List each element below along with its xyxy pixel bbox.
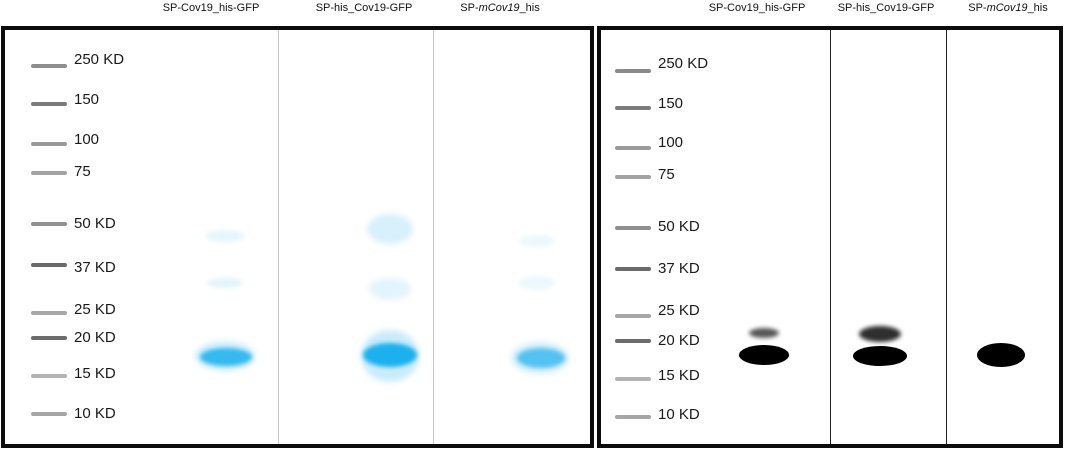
ladder-band: [31, 263, 67, 267]
protein-band: [977, 343, 1025, 367]
marker-label-250kd: 250 KD: [658, 55, 709, 72]
ladder-band: [615, 415, 651, 419]
ladder-band: [31, 374, 67, 378]
protein-band: [749, 328, 779, 338]
faint-band: [519, 276, 555, 290]
protein-band: [363, 343, 417, 367]
marker-label-25kd: 25 KD: [658, 302, 700, 319]
ladder-band: [615, 314, 651, 318]
ladder-band: [615, 377, 651, 381]
ladder-band: [31, 102, 67, 106]
ladder-band: [615, 339, 651, 343]
marker-label-10kd: 10 KD: [74, 405, 116, 422]
marker-label-50kd: 50 KD: [74, 215, 116, 232]
protein-band: [517, 348, 565, 368]
marker-label-25kd: 25 KD: [74, 301, 116, 318]
ladder-band: [31, 142, 67, 146]
marker-label-100: 100: [74, 131, 100, 148]
lane-divider: [946, 30, 947, 444]
protein-band: [859, 326, 901, 342]
ladder-band: [31, 336, 67, 340]
faint-band: [205, 230, 245, 242]
lane-divider: [278, 30, 279, 444]
marker-label-75: 75: [658, 166, 675, 183]
marker-label-150: 150: [74, 91, 100, 108]
marker-label-50kd: 50 KD: [658, 218, 700, 235]
ladder-band: [615, 106, 651, 110]
marker-label-15kd: 15 KD: [74, 365, 116, 382]
protein-band: [739, 345, 789, 365]
faint-band: [367, 214, 413, 244]
ladder-band: [31, 171, 67, 175]
ladder-band: [31, 222, 67, 226]
lane-label-left-1: SP-Cov19_his-GFP: [162, 2, 260, 14]
lane-divider: [433, 30, 434, 444]
ladder-band: [615, 146, 651, 150]
ladder-band: [615, 69, 651, 73]
marker-label-20kd: 20 KD: [74, 329, 116, 346]
ladder-band: [31, 64, 67, 68]
marker-label-20kd: 20 KD: [658, 332, 700, 349]
ladder-band: [615, 175, 651, 179]
marker-label-150: 150: [658, 95, 684, 112]
marker-label-100: 100: [658, 134, 684, 151]
ladder-band: [31, 412, 67, 416]
protein-band: [853, 346, 907, 366]
marker-label-37kd: 37 KD: [658, 260, 700, 277]
ladder-band: [615, 267, 651, 271]
lane-label-right-3: SP-mCov19_his: [968, 2, 1048, 14]
marker-label-75: 75: [74, 163, 91, 180]
marker-label-250kd: 250 KD: [74, 51, 125, 68]
western-blot-panel: 250 KD 150 100 75 50 KD 37 KD 25 KD 20 K…: [597, 26, 1063, 448]
lane-label-left-3: SP-mCov19_his: [460, 2, 540, 14]
marker-label-15kd: 15 KD: [658, 367, 700, 384]
protein-band: [200, 348, 252, 366]
lane-divider: [830, 30, 831, 444]
marker-label-10kd: 10 KD: [658, 406, 700, 423]
ladder-band: [615, 226, 651, 230]
marker-label-37kd: 37 KD: [74, 259, 116, 276]
faint-band: [369, 278, 411, 300]
lane-label-left-2: SP-his_Cov19-GFP: [315, 2, 413, 14]
ladder-band: [31, 311, 67, 315]
coomassie-gel-panel: 250 KD 150 100 75 50 KD 37 KD 25 KD 20 K…: [1, 26, 594, 448]
lane-label-right-1: SP-Cov19_his-GFP: [708, 2, 806, 14]
faint-band: [207, 278, 243, 288]
faint-band: [519, 235, 555, 247]
lane-label-right-2: SP-his_Cov19-GFP: [837, 2, 935, 14]
